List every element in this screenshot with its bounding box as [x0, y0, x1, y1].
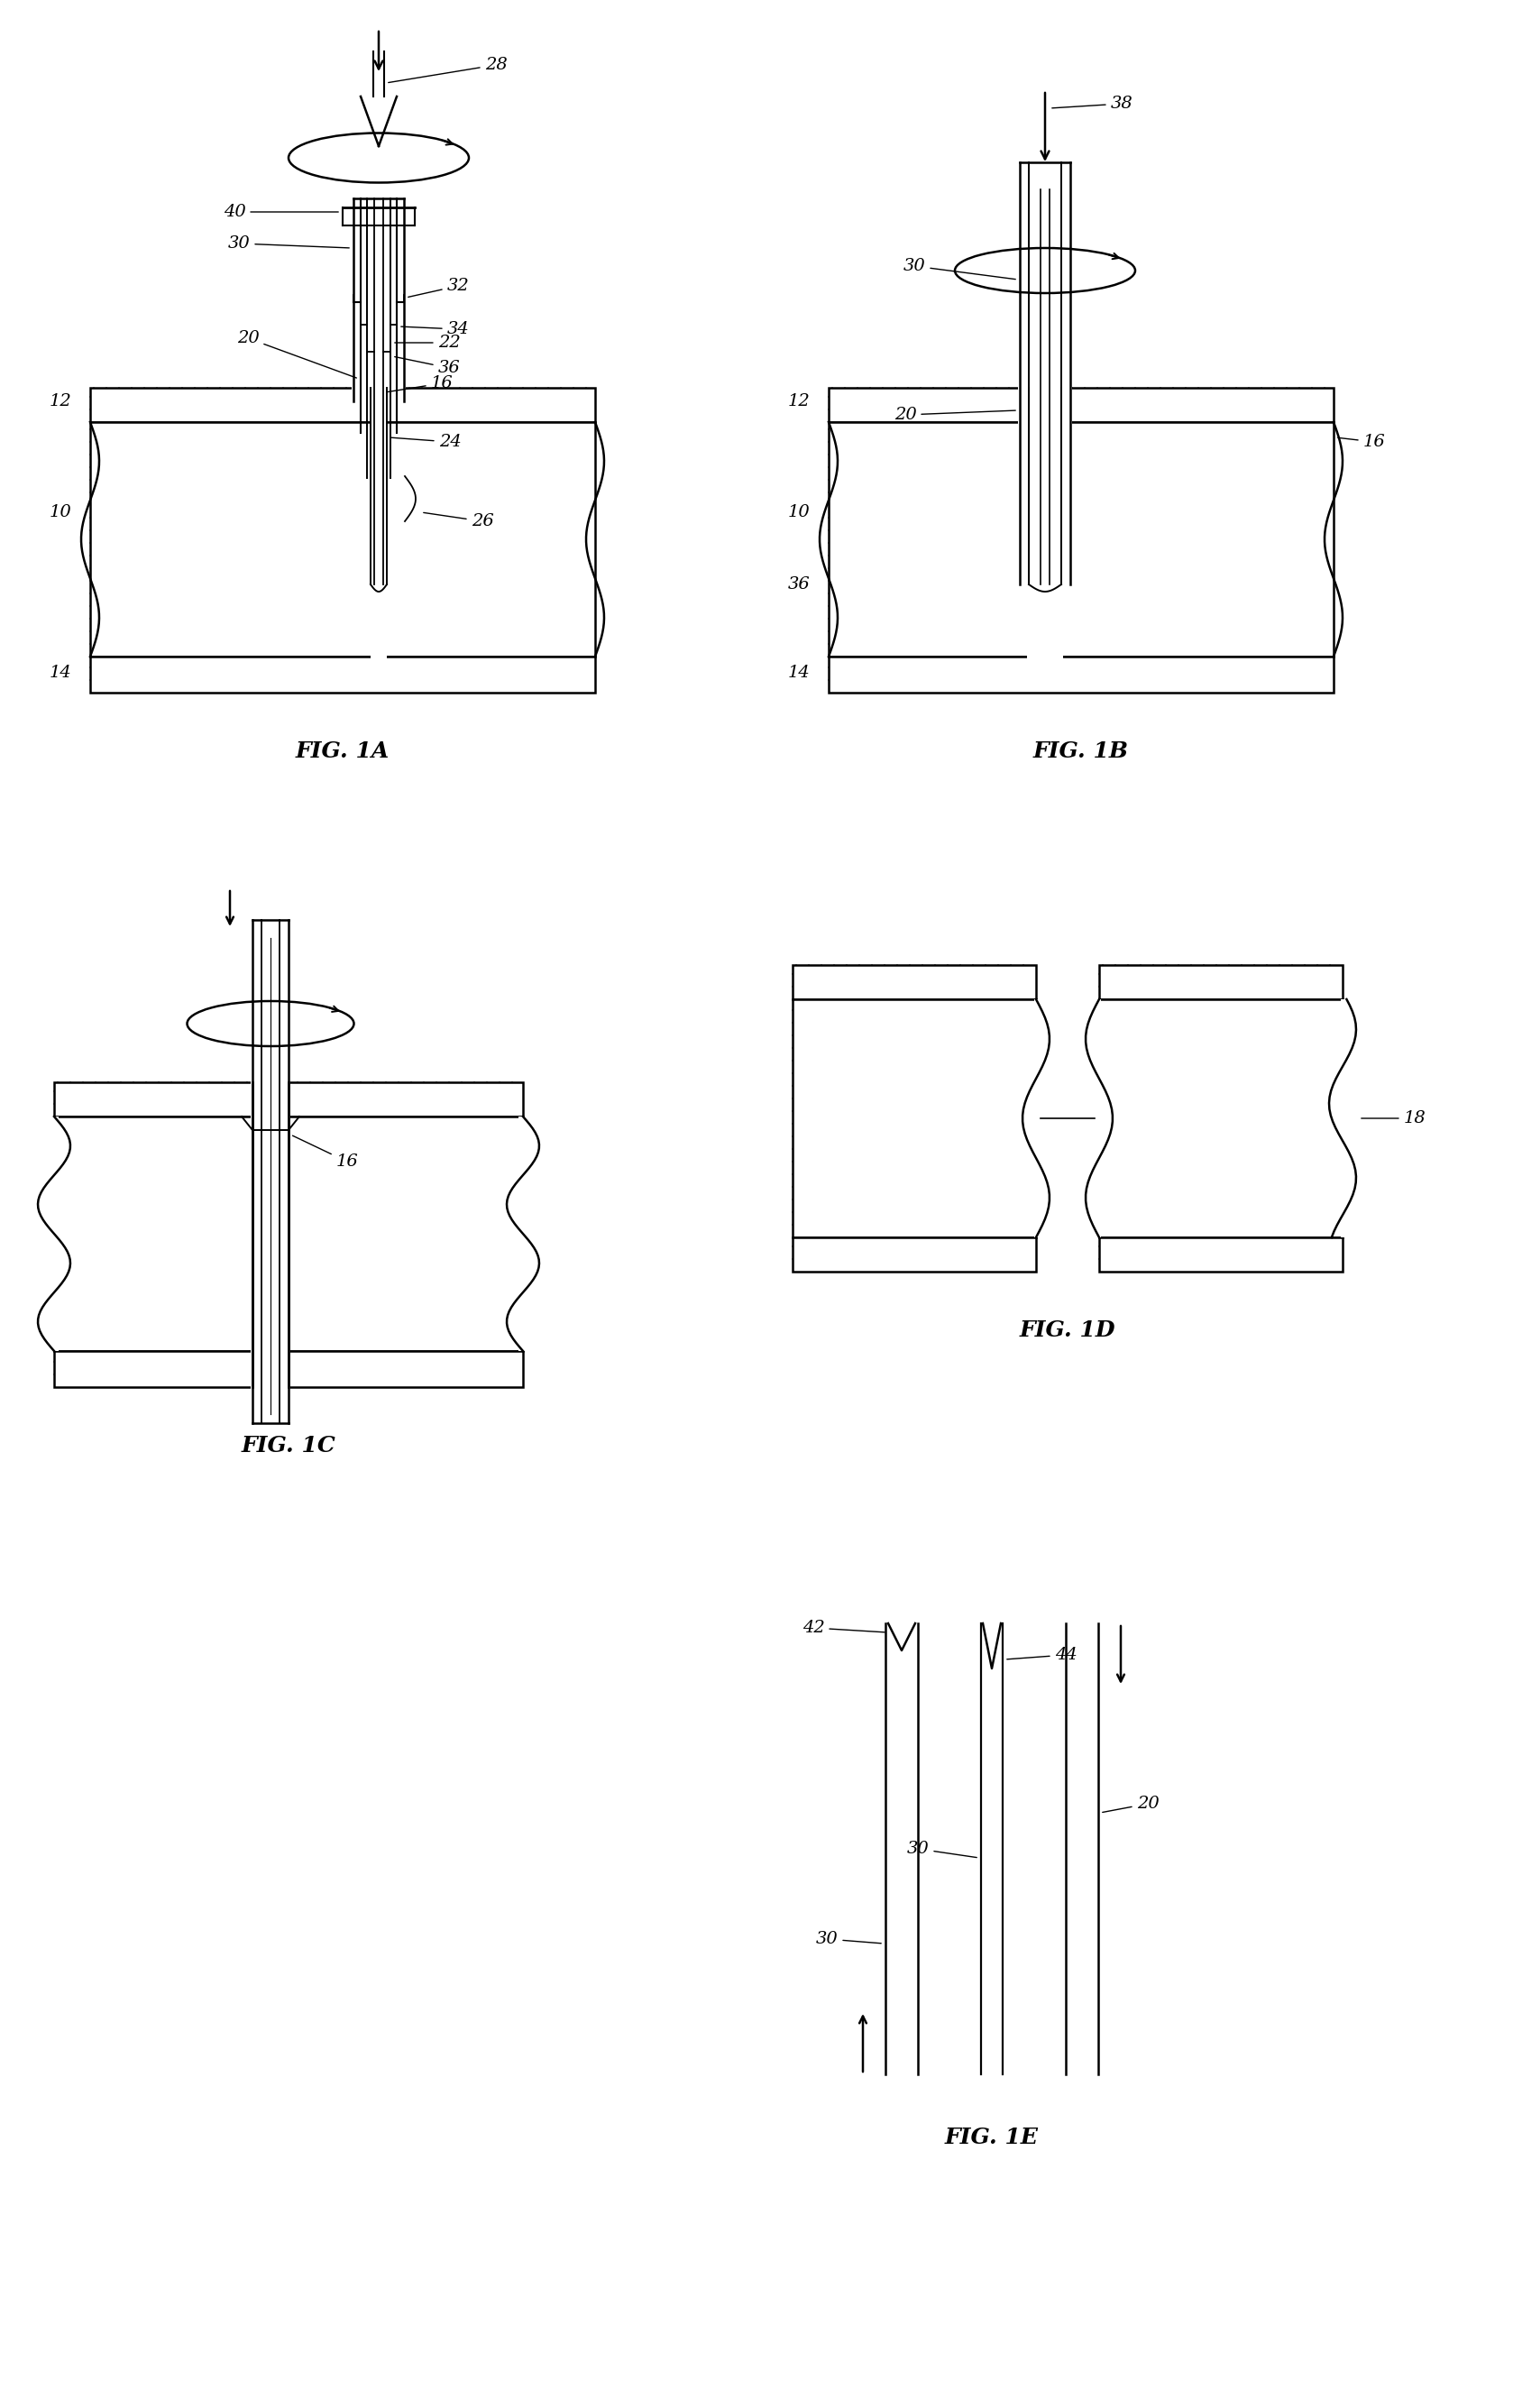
Text: 36: 36	[788, 576, 811, 592]
Bar	[829, 421, 1333, 657]
Bar	[829, 657, 1333, 694]
Bar	[371, 388, 387, 665]
Text: 30: 30	[903, 258, 1015, 279]
Text: 20: 20	[238, 330, 357, 378]
Bar	[979, 1623, 1005, 2083]
Text: 16: 16	[1337, 433, 1386, 450]
Text: 24: 24	[392, 433, 461, 450]
Bar	[351, 197, 405, 397]
Text: 14: 14	[50, 665, 73, 681]
Text: 10: 10	[788, 503, 811, 520]
Bar	[1098, 999, 1342, 1238]
Text: 14: 14	[788, 665, 811, 681]
Text: FIG. 1E: FIG. 1E	[946, 2126, 1038, 2148]
Bar	[251, 1081, 289, 1387]
Bar	[1027, 388, 1064, 662]
Text: FIG. 1A: FIG. 1A	[295, 739, 390, 761]
Bar	[1341, 999, 1360, 1238]
Text: 12: 12	[50, 393, 73, 409]
Bar	[793, 1238, 1036, 1271]
Text: 10: 10	[50, 503, 73, 520]
Text: 42: 42	[802, 1621, 885, 1635]
Text: FIG. 1C: FIG. 1C	[241, 1435, 336, 1457]
Bar	[1098, 1238, 1342, 1271]
Text: 12: 12	[788, 393, 811, 409]
Text: 30: 30	[228, 236, 350, 250]
Text: 30: 30	[816, 1931, 881, 1948]
Bar	[91, 388, 595, 421]
Bar	[91, 421, 595, 657]
Text: 16: 16	[292, 1137, 359, 1170]
Bar	[1035, 999, 1052, 1238]
Text: FIG. 1B: FIG. 1B	[1033, 739, 1129, 761]
Text: 22: 22	[395, 335, 460, 352]
Bar	[251, 910, 290, 1433]
Bar	[1098, 966, 1342, 999]
Text: 44: 44	[1008, 1647, 1077, 1664]
Text: FIG. 1D: FIG. 1D	[1020, 1320, 1115, 1341]
Text: 26: 26	[424, 513, 493, 530]
Text: 20: 20	[894, 407, 1015, 424]
Text: 36: 36	[395, 356, 460, 376]
Text: 32: 32	[409, 277, 469, 296]
Bar	[54, 1117, 523, 1351]
Text: 18: 18	[1362, 1110, 1425, 1127]
Bar	[519, 1117, 546, 1351]
Bar	[793, 966, 1036, 999]
Bar	[54, 1081, 523, 1117]
Bar	[793, 999, 1036, 1238]
Bar	[1018, 161, 1073, 590]
Bar	[884, 1623, 920, 2083]
Text: 30: 30	[906, 1840, 977, 1857]
Bar	[829, 388, 1333, 421]
Bar	[54, 1351, 523, 1387]
Text: 38: 38	[1052, 96, 1133, 111]
Bar	[32, 1117, 59, 1351]
Bar	[91, 657, 595, 694]
Text: 40: 40	[224, 205, 339, 219]
Text: 28: 28	[389, 58, 507, 82]
Text: 34: 34	[401, 320, 469, 337]
Bar	[1083, 999, 1101, 1238]
Text: 16: 16	[387, 376, 452, 393]
Text: 20: 20	[1103, 1796, 1159, 1813]
Bar	[1064, 1623, 1100, 2083]
